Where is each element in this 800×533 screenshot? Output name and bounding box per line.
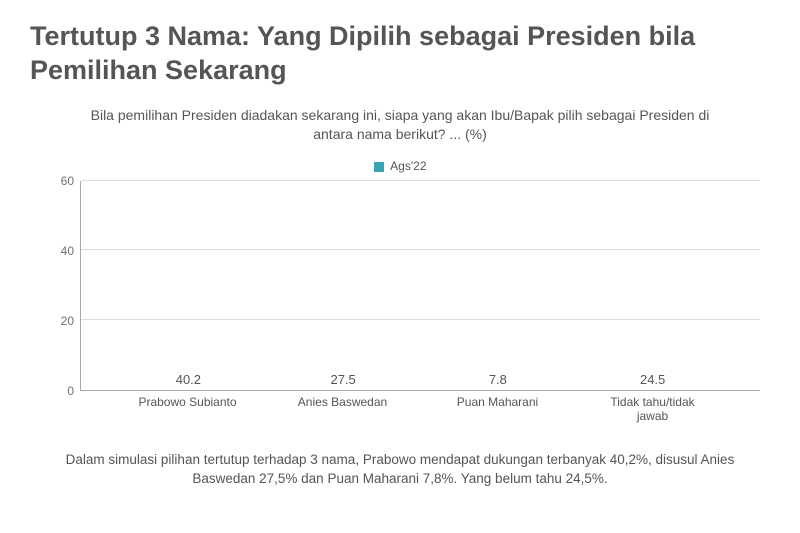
y-tick-label: 0 xyxy=(67,384,74,398)
bar-value-label: 7.8 xyxy=(489,372,507,387)
y-tick-label: 20 xyxy=(61,314,74,328)
chart-subtitle: Bila pemilihan Presiden diadakan sekaran… xyxy=(30,106,770,145)
bar-value-label: 24.5 xyxy=(640,372,665,387)
x-axis-label: Tidak tahu/tidak jawab xyxy=(598,391,708,421)
chart-footnote: Dalam simulasi pilihan tertutup terhadap… xyxy=(30,451,770,489)
y-axis: 0204060 xyxy=(50,181,80,391)
plot-area: 40.2 27.5 7.8 24.5 xyxy=(80,181,760,391)
bars-container: 40.2 27.5 7.8 24.5 xyxy=(81,181,760,390)
x-axis-label: Anies Baswedan xyxy=(288,391,398,421)
bar-value-label: 27.5 xyxy=(330,372,355,387)
x-axis-labels: Prabowo Subianto Anies Baswedan Puan Mahar… xyxy=(80,391,760,421)
chart-legend: Ags'22 xyxy=(30,159,770,173)
bar-chart: 0204060 40.227.57.824.5 Prabowo Subianto… xyxy=(50,181,760,421)
x-axis-label: Prabowo Subianto xyxy=(133,391,243,421)
page-title: Tertutup 3 Nama: Yang Dipilih sebagai Pr… xyxy=(30,20,770,88)
bar-group: 7.8 xyxy=(443,372,553,390)
y-tick-label: 60 xyxy=(61,174,74,188)
bar-group: 27.5 xyxy=(288,372,398,390)
bar-group: 40.2 xyxy=(133,372,243,390)
y-tick-label: 40 xyxy=(61,244,74,258)
x-axis-label: Puan Maharani xyxy=(443,391,553,421)
bar-value-label: 40.2 xyxy=(176,372,201,387)
legend-label: Ags'22 xyxy=(390,159,426,173)
bar-group: 24.5 xyxy=(598,372,708,390)
legend-swatch xyxy=(374,162,384,172)
